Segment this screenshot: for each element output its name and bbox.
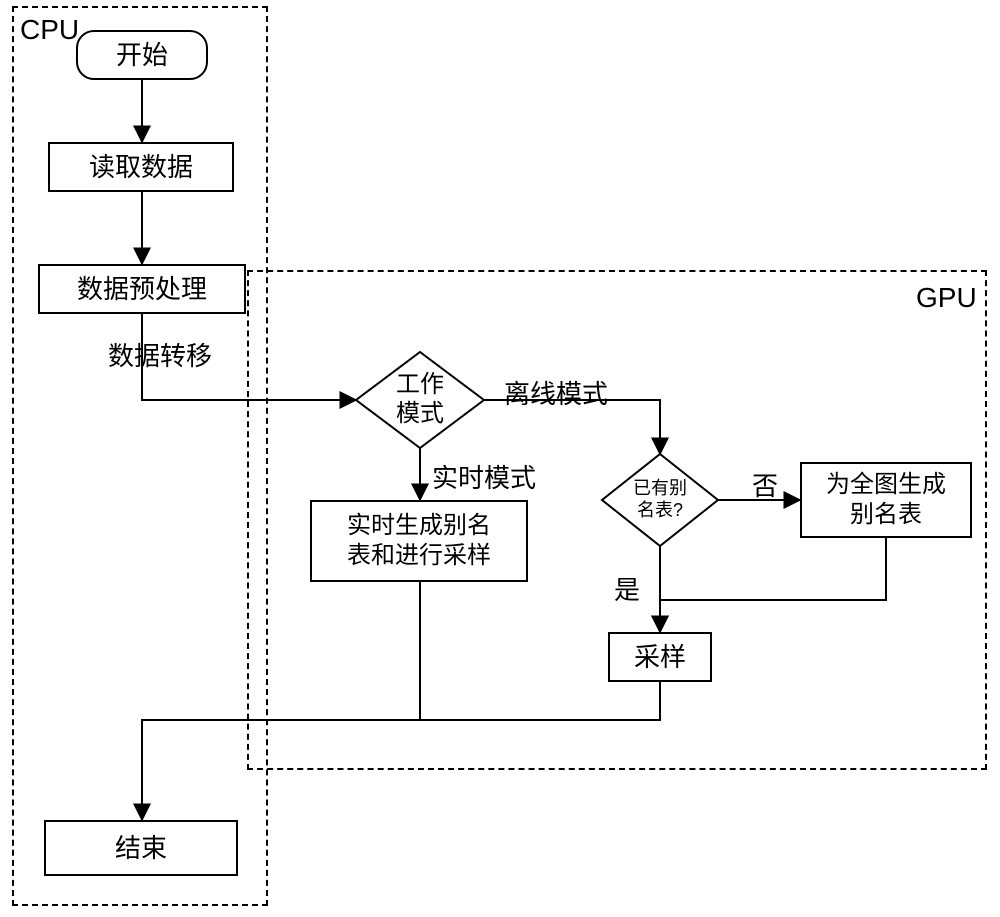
node-has-alias-table-text: 已有别名表?	[600, 478, 720, 521]
node-sample: 采样	[608, 632, 712, 682]
node-preprocess: 数据预处理	[38, 264, 246, 314]
node-generate-table: 为全图生成别名表	[800, 462, 972, 538]
node-end: 结束	[44, 820, 238, 876]
label-realtime-mode: 实时模式	[432, 458, 536, 495]
node-start: 开始	[76, 30, 208, 80]
label-yes: 是	[614, 570, 640, 607]
label-no: 否	[752, 466, 778, 503]
label-data-transfer: 数据转移	[108, 336, 212, 373]
flowchart-stage: CPU GPU 开始 读取数据 数据预处理 实时生成别名表和进行采样 为全图生成…	[0, 0, 1000, 917]
label-offline-mode: 离线模式	[504, 374, 608, 411]
node-work-mode-text: 工作模式	[360, 371, 480, 429]
node-read-data: 读取数据	[48, 142, 234, 192]
node-realtime-gen: 实时生成别名表和进行采样	[310, 500, 528, 582]
